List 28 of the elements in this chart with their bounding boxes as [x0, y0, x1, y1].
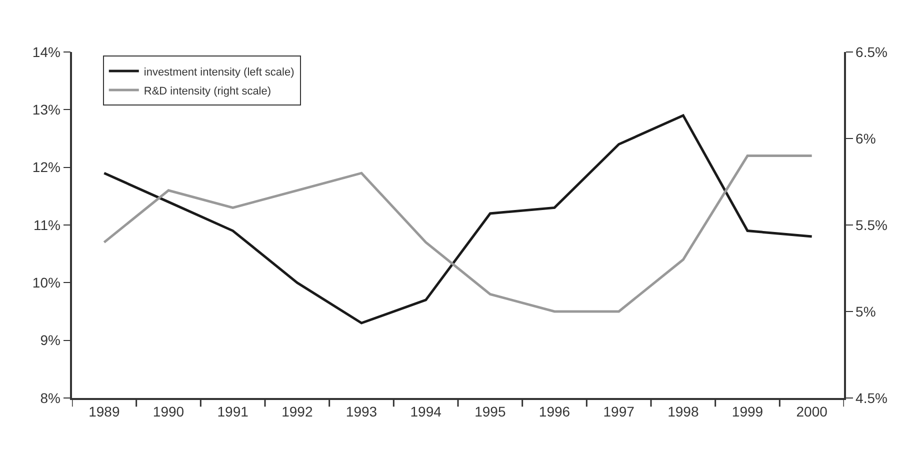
y2-tick-label: 4.5%: [856, 390, 888, 406]
x-tick-label: 1993: [346, 404, 378, 420]
y-tick-label: 12%: [32, 159, 60, 176]
y-tick-label: 13%: [32, 102, 60, 118]
x-tick-label: 1998: [668, 404, 699, 420]
x-tick-label: 1992: [282, 404, 313, 420]
y-tick-label: 8%: [40, 390, 60, 406]
x-tick-label: 1994: [410, 404, 442, 420]
y2-tick-label: 5.5%: [856, 216, 888, 233]
x-tick-label: 1996: [538, 404, 570, 420]
x-tick-label: 1989: [88, 404, 120, 420]
line-series: [102, 114, 814, 324]
y2-tick-label: 6.5%: [856, 44, 888, 60]
x-tick-label: 1995: [474, 404, 506, 420]
x-tick-label: 1990: [152, 404, 184, 420]
y2-tick-label: 6%: [856, 130, 876, 146]
y-tick-label: 14%: [32, 44, 60, 60]
x-tick-label: 1999: [732, 404, 764, 420]
legend-label: investment intensity (left scale): [144, 66, 294, 78]
y2-tick-label: 5%: [856, 303, 876, 320]
y-tick-label: 11%: [33, 216, 60, 233]
x-tick-label: 1991: [217, 404, 249, 420]
line-series: [102, 154, 814, 313]
y-tick-label: 10%: [32, 274, 60, 291]
legend-label: R&D intensity (right scale): [144, 85, 272, 98]
x-tick-label: 1997: [603, 404, 635, 420]
y-tick-label: 9%: [40, 332, 60, 348]
x-tick-label: 2000: [796, 404, 828, 420]
